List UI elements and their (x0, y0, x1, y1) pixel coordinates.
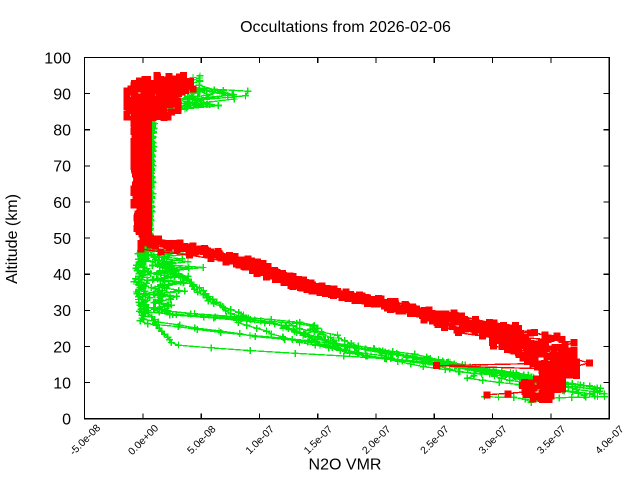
svg-text:30: 30 (53, 303, 71, 320)
svg-text:100: 100 (44, 50, 71, 67)
svg-text:40: 40 (53, 267, 71, 284)
svg-text:Occultations from 2026-02-06: Occultations from 2026-02-06 (240, 19, 451, 36)
svg-text:60: 60 (53, 195, 71, 212)
svg-text:90: 90 (53, 86, 71, 103)
svg-text:10: 10 (53, 375, 71, 392)
svg-text:Altitude (km): Altitude (km) (4, 194, 21, 284)
svg-text:0: 0 (62, 412, 71, 429)
svg-text:80: 80 (53, 123, 71, 140)
svg-text:20: 20 (53, 339, 71, 356)
svg-text:70: 70 (53, 159, 71, 176)
svg-text:50: 50 (53, 231, 71, 248)
svg-text:N2O VMR: N2O VMR (309, 457, 382, 474)
